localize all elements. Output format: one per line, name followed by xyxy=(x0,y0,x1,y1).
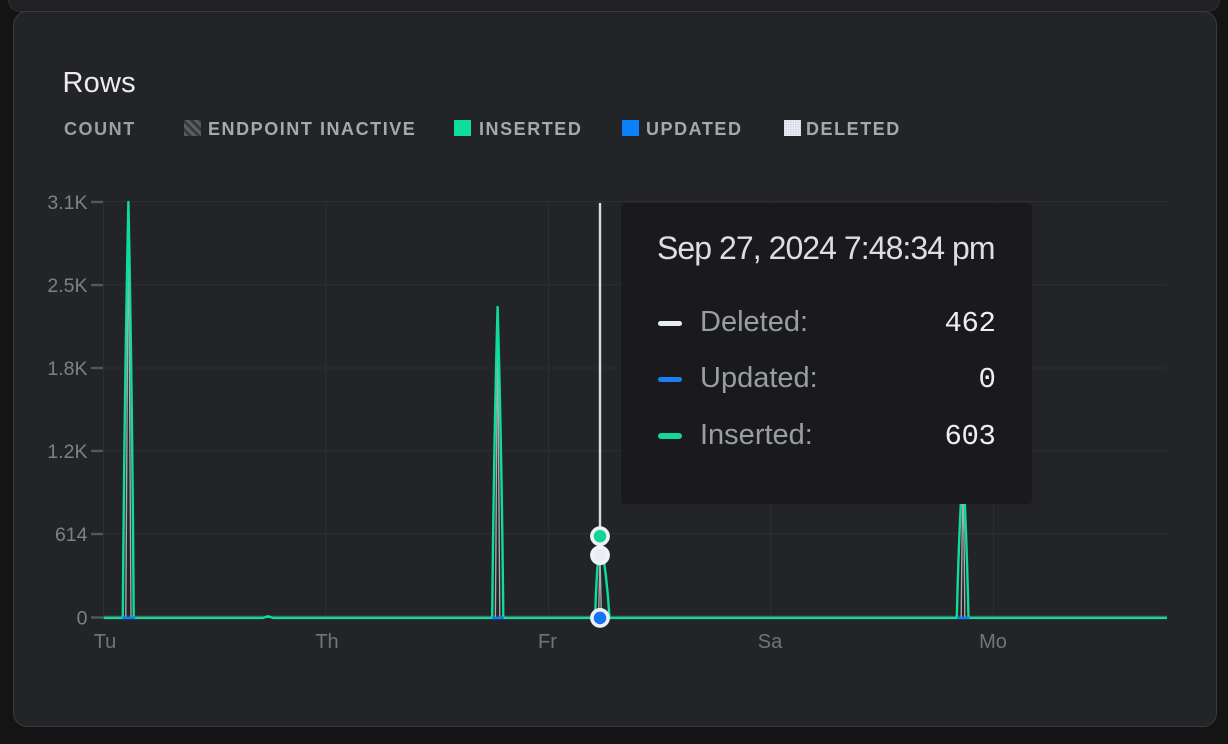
svg-text:614: 614 xyxy=(55,524,88,546)
svg-text:0: 0 xyxy=(77,608,88,630)
svg-text:3.1K: 3.1K xyxy=(47,192,87,214)
svg-text:2.5K: 2.5K xyxy=(47,275,87,297)
svg-text:Th: Th xyxy=(315,631,338,653)
svg-text:Tu: Tu xyxy=(94,631,117,653)
svg-text:Mo: Mo xyxy=(979,631,1007,653)
svg-text:1.2K: 1.2K xyxy=(47,441,87,463)
svg-text:Fr: Fr xyxy=(538,631,557,653)
svg-text:Sa: Sa xyxy=(758,631,783,653)
svg-text:1.8K: 1.8K xyxy=(47,358,87,380)
